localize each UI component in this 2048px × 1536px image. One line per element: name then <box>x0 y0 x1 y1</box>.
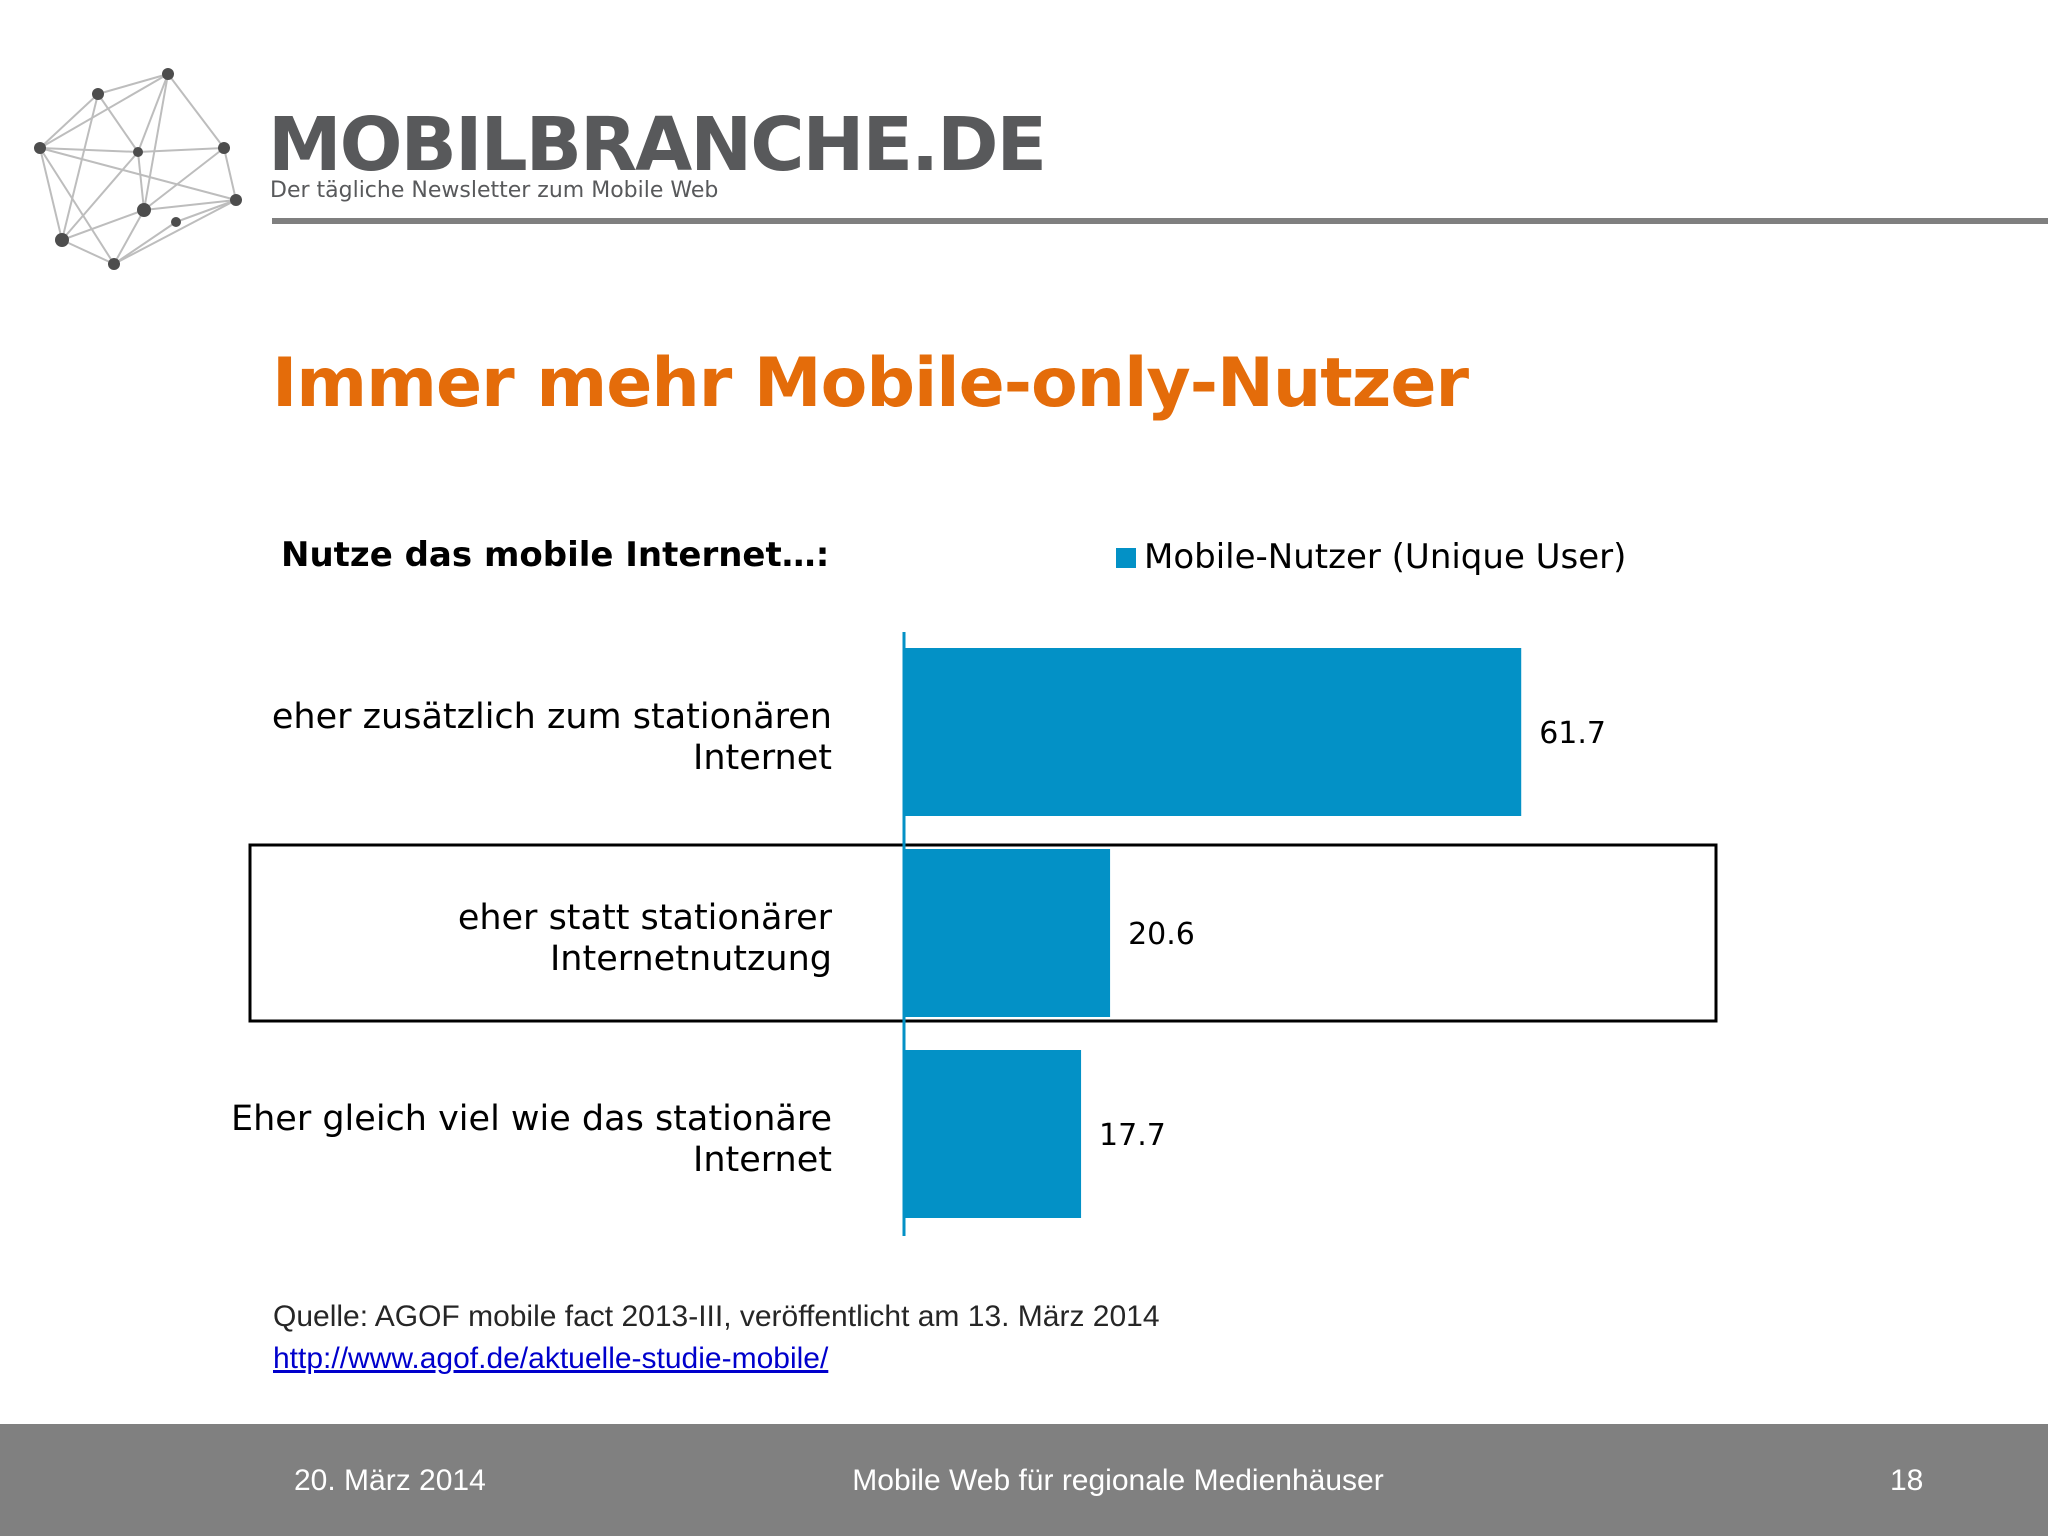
brand-logo-icon <box>34 68 242 270</box>
bar-chart: Nutze das mobile Internet…: Mobile-Nutze… <box>231 535 1718 1236</box>
source-text: Quelle: AGOF mobile fact 2013-III, veröf… <box>273 1300 1160 1333</box>
bar-2 <box>904 849 1111 1017</box>
footer-title: Mobile Web für regionale Medienhäuser <box>852 1464 1384 1497</box>
highlight-box <box>248 843 1718 1023</box>
value-label-3: 17.7 <box>1099 1118 1166 1153</box>
source-link[interactable]: http://www.agof.de/aktuelle-studie-mobil… <box>273 1342 829 1375</box>
value-label-2: 20.6 <box>1128 917 1195 952</box>
brand-tagline: Der tägliche Newsletter zum Mobile Web <box>270 178 719 203</box>
category-label-1: eher zusätzlich zum stationären Internet <box>272 697 832 778</box>
footer-date: 20. März 2014 <box>294 1464 486 1497</box>
header-divider <box>272 218 2048 224</box>
brand-name: MOBILBRANCHE.DE <box>268 102 1047 188</box>
value-label-1: 61.7 <box>1539 716 1606 751</box>
bar-1 <box>904 648 1522 816</box>
legend-swatch <box>1116 548 1136 568</box>
chart-legend: Mobile-Nutzer (Unique User) <box>1116 537 1626 577</box>
footer-bar: 20. März 2014 Mobile Web für regionale M… <box>0 1424 2048 1536</box>
slide-title: Immer mehr Mobile-only-Nutzer <box>272 344 1469 423</box>
category-label-2: eher statt stationärer Internetnutzung <box>458 898 833 979</box>
legend-label: Mobile-Nutzer (Unique User) <box>1144 537 1626 577</box>
chart-title: Nutze das mobile Internet…: <box>281 535 829 575</box>
category-label-3: Eher gleich viel wie das stationäre Inter… <box>231 1099 832 1180</box>
bar-3 <box>904 1050 1082 1218</box>
page-number: 18 <box>1890 1464 1924 1497</box>
